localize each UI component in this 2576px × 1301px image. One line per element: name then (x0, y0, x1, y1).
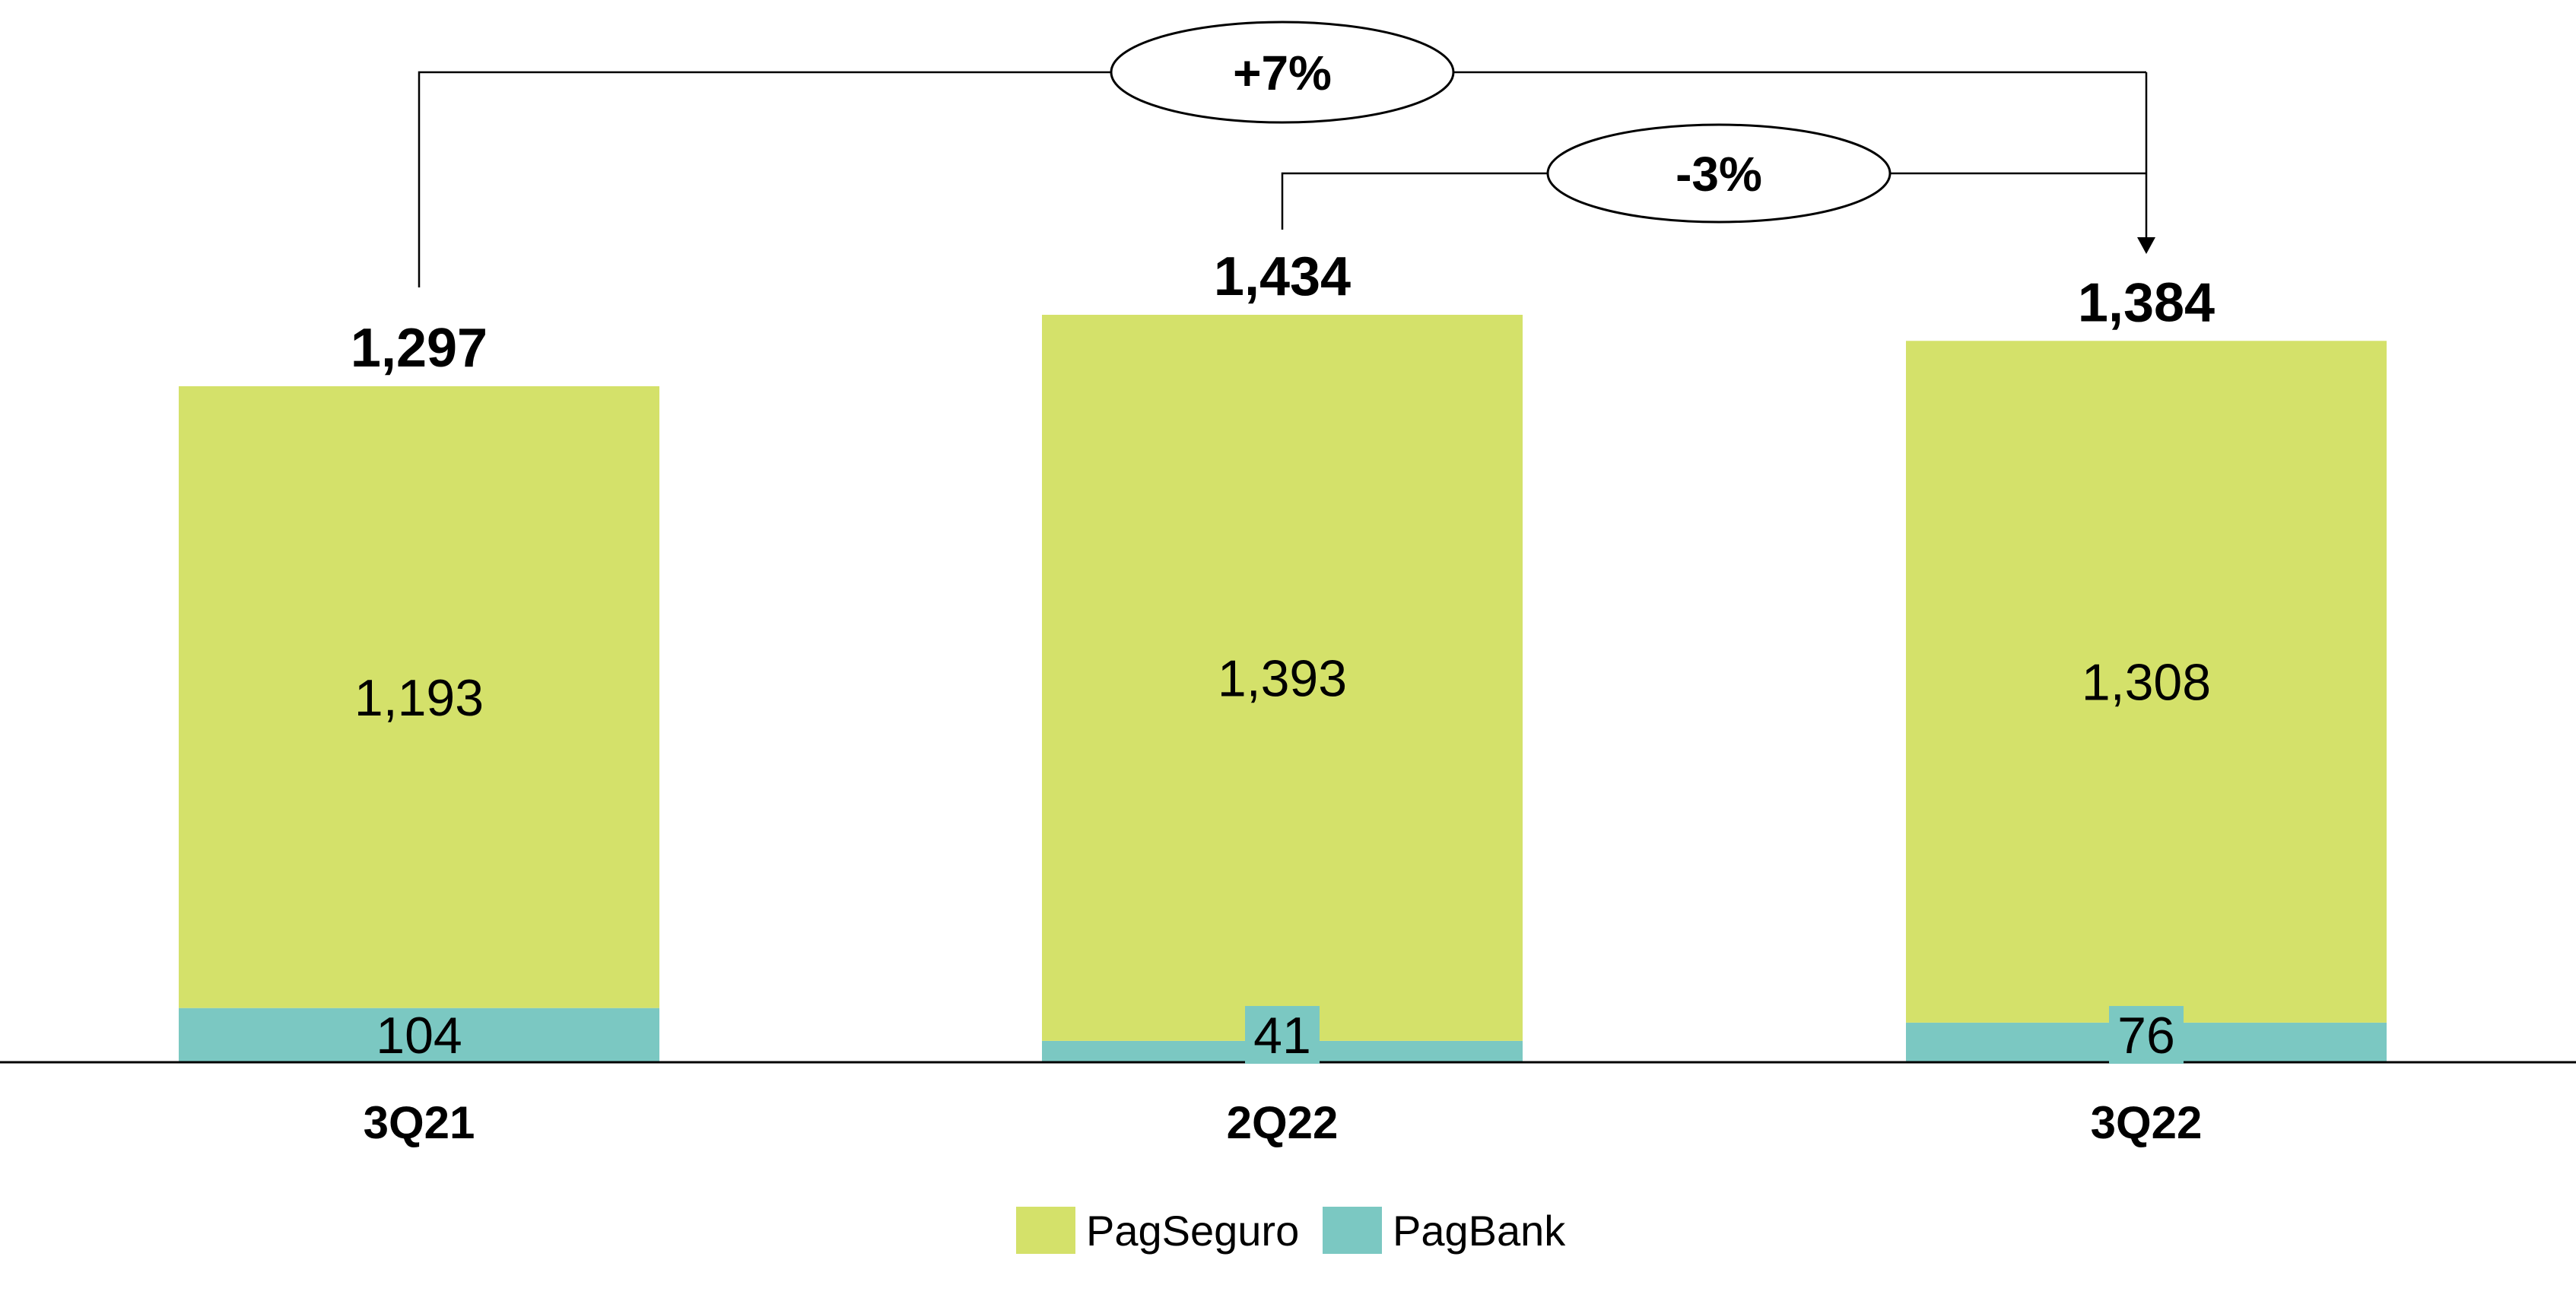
legend-label-pagseguro: PagSeguro (1086, 1207, 1299, 1255)
arrowhead-icon (2137, 237, 2155, 254)
bar-pagbank-3q21 (179, 1007, 659, 1062)
label-pagseguro-3q22: 1,308 (2082, 654, 2211, 712)
label-pagbank-2q22: 41 (1253, 1007, 1311, 1065)
badge-minus-3 (1546, 123, 1892, 224)
label-pagseguro-2q22: 1,393 (1218, 649, 1347, 707)
segment-labels-group: 1,193 104 1,393 41 1,308 76 (354, 649, 2211, 1065)
label-box-pagbank-2q22 (1245, 1006, 1320, 1064)
growth-annotations-group: +7% -3% (418, 21, 2155, 287)
total-label-2q22: 1,434 (1214, 246, 1351, 307)
label-pagbank-3q21: 104 (376, 1007, 462, 1065)
growth-label-plus-7: +7% (1233, 46, 1332, 100)
bars-group (179, 315, 2387, 1062)
growth-label-minus-3: -3% (1676, 147, 1762, 201)
label-box-pagbank-3q22 (2109, 1006, 2184, 1064)
total-label-3q22: 1,384 (2078, 272, 2215, 333)
label-pagbank-3q22: 76 (2117, 1007, 2175, 1065)
label-pagseguro-3q21: 1,193 (354, 669, 484, 727)
bar-pagseguro-2q22 (1042, 315, 1523, 1041)
badge-plus-7 (1110, 21, 1455, 124)
total-labels-group: 1,297 1,434 1,384 (351, 246, 2215, 379)
legend-swatch-pagseguro (1016, 1207, 1075, 1254)
category-label-3q22: 3Q22 (2091, 1097, 2203, 1148)
legend-swatch-pagbank (1323, 1207, 1382, 1254)
legend-label-pagbank: PagBank (1393, 1207, 1566, 1255)
category-label-3q21: 3Q21 (364, 1097, 475, 1148)
connector-plus-7 (418, 71, 2146, 287)
category-labels-group: 3Q21 2Q22 3Q22 (364, 1097, 2203, 1148)
legend: PagSeguro PagBank (1016, 1207, 1566, 1255)
category-label-2q22: 2Q22 (1227, 1097, 1339, 1148)
bar-pagseguro-3q21 (179, 386, 659, 1008)
total-label-3q21: 1,297 (351, 318, 488, 379)
bar-pagseguro-3q22 (1906, 341, 2387, 1023)
